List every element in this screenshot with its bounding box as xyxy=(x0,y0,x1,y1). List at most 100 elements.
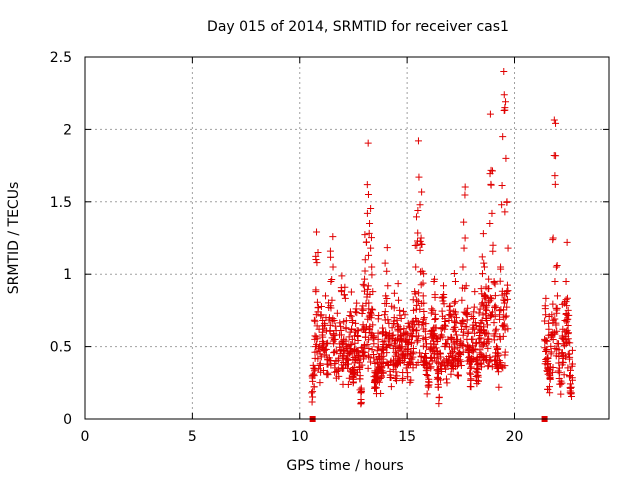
data-point xyxy=(469,342,477,350)
data-point xyxy=(541,317,549,325)
data-point xyxy=(566,366,574,374)
data-point xyxy=(338,272,346,280)
data-point xyxy=(461,234,469,242)
data-point xyxy=(420,315,428,323)
data-point xyxy=(330,349,338,357)
data-point xyxy=(476,359,484,367)
data-point xyxy=(408,333,416,341)
data-point xyxy=(470,314,478,322)
data-point xyxy=(489,241,497,249)
data-point xyxy=(420,314,428,322)
data-point xyxy=(502,98,510,106)
data-point xyxy=(492,343,500,351)
data-point xyxy=(357,388,365,396)
data-point xyxy=(311,354,319,362)
data-point xyxy=(463,316,471,324)
data-point xyxy=(478,342,486,350)
data-point xyxy=(479,341,487,349)
data-point xyxy=(547,348,555,356)
data-point xyxy=(467,363,475,371)
data-point xyxy=(545,319,553,327)
data-point xyxy=(434,355,442,363)
data-point xyxy=(340,337,348,345)
data-point xyxy=(463,335,471,343)
data-point xyxy=(422,359,430,367)
data-point xyxy=(467,383,475,391)
data-point xyxy=(470,324,478,332)
data-point xyxy=(482,283,490,291)
data-point xyxy=(390,317,398,325)
data-point xyxy=(497,359,505,367)
data-point xyxy=(566,353,574,361)
data-point xyxy=(347,325,355,333)
data-point xyxy=(417,234,425,242)
data-point xyxy=(501,313,509,321)
data-point xyxy=(549,316,557,324)
data-point xyxy=(341,294,349,302)
data-point xyxy=(352,319,360,327)
data-point xyxy=(437,325,445,333)
data-point xyxy=(450,269,458,277)
data-point xyxy=(491,312,499,320)
data-point xyxy=(379,345,387,353)
data-point xyxy=(493,352,501,360)
data-point xyxy=(414,336,422,344)
data-point xyxy=(381,311,389,319)
data-point xyxy=(365,305,373,313)
data-point xyxy=(370,373,378,381)
data-point xyxy=(442,375,450,383)
data-point xyxy=(319,343,327,351)
data-point xyxy=(500,91,508,99)
data-point xyxy=(472,373,480,381)
data-point xyxy=(448,364,456,372)
data-point xyxy=(479,299,487,307)
data-point xyxy=(365,251,373,259)
data-point xyxy=(408,318,416,326)
data-point xyxy=(389,344,397,352)
data-point xyxy=(460,308,468,316)
data-point xyxy=(449,347,457,355)
data-point xyxy=(566,387,574,395)
data-point xyxy=(492,304,500,312)
data-point xyxy=(403,330,411,338)
data-point xyxy=(413,296,421,304)
data-point xyxy=(312,286,320,294)
data-point xyxy=(427,363,435,371)
data-point xyxy=(501,326,509,334)
data-point xyxy=(500,306,508,314)
data-point xyxy=(497,265,505,273)
data-point xyxy=(544,367,552,375)
data-point xyxy=(542,294,550,302)
data-point xyxy=(449,354,457,362)
data-point xyxy=(551,344,559,352)
data-point xyxy=(411,242,419,250)
data-point xyxy=(345,374,353,382)
data-point xyxy=(431,275,439,283)
data-point xyxy=(453,371,461,379)
data-point xyxy=(558,379,566,387)
data-point xyxy=(496,307,504,315)
data-point xyxy=(542,311,550,319)
data-point xyxy=(547,333,555,341)
data-point xyxy=(470,346,478,354)
data-point xyxy=(470,303,478,311)
data-point xyxy=(342,344,350,352)
data-point xyxy=(562,277,570,285)
data-point xyxy=(364,282,372,290)
data-point xyxy=(480,259,488,267)
data-point xyxy=(555,346,563,354)
data-point xyxy=(501,351,509,359)
data-point xyxy=(484,362,492,370)
data-point xyxy=(555,353,563,361)
data-point xyxy=(452,331,460,339)
data-point xyxy=(451,298,459,306)
data-point xyxy=(344,349,352,357)
data-point xyxy=(393,316,401,324)
data-point xyxy=(551,180,559,188)
data-point xyxy=(452,362,460,370)
data-point xyxy=(310,383,318,391)
data-point xyxy=(415,173,423,181)
data-point xyxy=(311,317,319,325)
data-point xyxy=(334,356,342,364)
